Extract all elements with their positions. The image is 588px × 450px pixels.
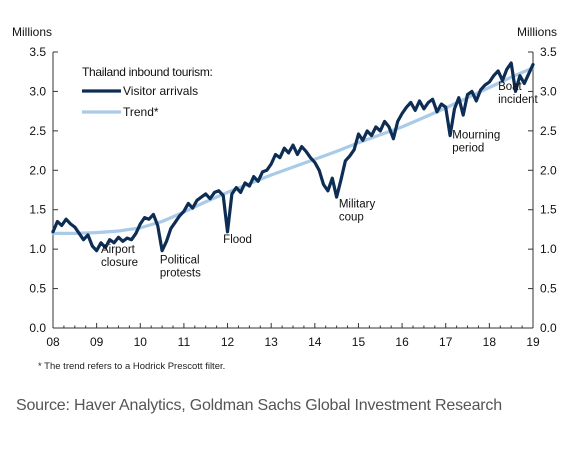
y-tick-label-left: 1.0 — [29, 242, 46, 256]
x-tick-label: 13 — [265, 335, 279, 349]
chart-axes: Millions Millions 0.0 0.0 0.5 0.5 1.0 1.0 1.5 1.5… — [12, 25, 557, 349]
x-tick-label: 12 — [221, 335, 235, 349]
annotation-line: Flood — [223, 234, 252, 246]
annotation-line: Military — [339, 198, 376, 210]
visitor-arrivals-line — [51, 61, 535, 253]
legend-title: Thailand inbound tourism: — [82, 65, 213, 79]
x-tick-label: 11 — [178, 335, 191, 349]
annotation-label: Political protests — [160, 254, 201, 279]
y-tick-label-right: 0.5 — [540, 282, 557, 296]
y-tick-label-right: 1.0 — [540, 242, 557, 256]
annotation-line: incident — [498, 94, 538, 106]
legend-label-trend: Trend* — [123, 105, 159, 119]
x-tick-label: 19 — [526, 335, 540, 349]
annotation-line: coup — [339, 211, 364, 223]
annotation-label: Airport closure — [101, 244, 138, 269]
y-unit-right: Millions — [517, 25, 557, 39]
series-layer — [51, 61, 535, 253]
tourism-chart: Millions Millions 0.0 0.0 0.5 0.5 1.0 1.0 1.5 1.5… — [12, 25, 557, 349]
y-tick-label-left: 2.0 — [29, 163, 46, 177]
legend: Thailand inbound tourism: Visitor arrival… — [82, 65, 213, 119]
annotation-line: closure — [101, 257, 138, 269]
source-note: Source: Haver Analytics, Goldman Sachs G… — [16, 397, 502, 414]
legend-label-arrivals: Visitor arrivals — [123, 84, 198, 98]
y-tick-label-right: 2.0 — [540, 163, 557, 177]
annotation-label: Boat incident — [498, 81, 538, 106]
x-tick-label: 15 — [352, 335, 366, 349]
y-tick-label-right: 2.5 — [540, 124, 557, 138]
y-tick-label-left: 3.5 — [29, 45, 46, 59]
y-tick-label-left: 0.5 — [29, 282, 46, 296]
y-tick-label-right: 3.0 — [540, 84, 557, 98]
y-tick-label-left: 2.5 — [29, 124, 46, 138]
annotation-line: Boat — [498, 81, 522, 93]
annotation-line: Mourning — [452, 130, 500, 142]
annotation-line: Airport — [101, 244, 136, 256]
annotation-label: Military coup — [339, 198, 376, 223]
y-tick-label-left: 3.0 — [29, 84, 46, 98]
x-tick-label: 18 — [483, 335, 497, 349]
y-tick-label-right: 0.0 — [540, 321, 557, 335]
x-tick-label: 08 — [46, 335, 60, 349]
y-tick-label-right: 3.5 — [540, 45, 557, 59]
x-tick-label: 09 — [90, 335, 104, 349]
annotation-line: period — [452, 143, 484, 155]
annotations-layer: Airport closure Political protests Flood Mili… — [101, 81, 539, 279]
footnote: * The trend refers to a Hodrick Prescott… — [38, 361, 226, 372]
x-tick-label: 14 — [308, 335, 322, 349]
x-tick-label: 10 — [134, 335, 148, 349]
annotation-label: Flood — [223, 234, 252, 246]
x-tick-label: 16 — [395, 335, 409, 349]
annotation-label: Mourning period — [452, 130, 500, 155]
y-tick-label-left: 0.0 — [29, 321, 46, 335]
y-unit-left: Millions — [12, 25, 52, 39]
annotation-line: protests — [160, 267, 201, 279]
trend-line — [51, 66, 535, 235]
y-tick-label-left: 1.5 — [29, 203, 46, 217]
y-tick-label-right: 1.5 — [540, 203, 557, 217]
annotation-line: Political — [160, 254, 200, 266]
x-tick-label: 17 — [439, 335, 453, 349]
